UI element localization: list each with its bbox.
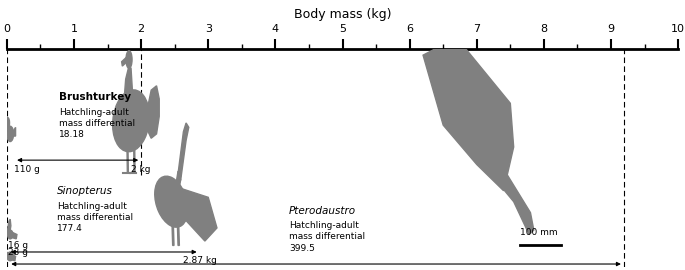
Polygon shape bbox=[177, 171, 181, 184]
Text: Hatchling-adult
mass differential
399.5: Hatchling-adult mass differential 399.5 bbox=[289, 221, 365, 252]
Text: 2 kg: 2 kg bbox=[132, 164, 151, 174]
Polygon shape bbox=[177, 176, 181, 193]
Polygon shape bbox=[423, 38, 514, 191]
Text: Sinopterus: Sinopterus bbox=[57, 186, 113, 196]
Polygon shape bbox=[168, 184, 217, 241]
Polygon shape bbox=[122, 57, 127, 66]
Ellipse shape bbox=[8, 230, 13, 239]
Polygon shape bbox=[177, 123, 189, 184]
Polygon shape bbox=[401, 0, 425, 25]
Polygon shape bbox=[4, 230, 8, 237]
Text: 16 g: 16 g bbox=[8, 241, 28, 250]
Polygon shape bbox=[146, 86, 159, 138]
Polygon shape bbox=[134, 149, 135, 173]
Text: 100 mm: 100 mm bbox=[521, 228, 558, 237]
Text: Pterodaustro: Pterodaustro bbox=[289, 206, 356, 216]
Ellipse shape bbox=[126, 51, 132, 68]
Text: 2.87 kg: 2.87 kg bbox=[183, 256, 216, 265]
Text: Hatchling-adult
mass differential
177.4: Hatchling-adult mass differential 177.4 bbox=[57, 202, 134, 233]
Polygon shape bbox=[3, 254, 8, 259]
Polygon shape bbox=[8, 230, 17, 239]
Polygon shape bbox=[172, 224, 174, 245]
Polygon shape bbox=[127, 149, 128, 173]
Ellipse shape bbox=[7, 126, 14, 141]
Ellipse shape bbox=[112, 90, 149, 152]
Ellipse shape bbox=[7, 252, 14, 261]
Text: 23 g: 23 g bbox=[8, 248, 28, 258]
Text: Hatchling-adult
mass differential
18.18: Hatchling-adult mass differential 18.18 bbox=[59, 108, 136, 139]
Polygon shape bbox=[177, 224, 179, 245]
Polygon shape bbox=[13, 127, 16, 136]
Text: Brushturkey: Brushturkey bbox=[59, 92, 132, 102]
Polygon shape bbox=[8, 219, 11, 230]
Polygon shape bbox=[422, 11, 466, 99]
Ellipse shape bbox=[464, 84, 503, 157]
Polygon shape bbox=[124, 68, 132, 97]
X-axis label: Body mass (kg): Body mass (kg) bbox=[294, 8, 391, 21]
Ellipse shape bbox=[5, 117, 10, 129]
Polygon shape bbox=[6, 252, 16, 261]
Text: 110 g: 110 g bbox=[14, 164, 40, 174]
Polygon shape bbox=[490, 158, 534, 234]
Ellipse shape bbox=[155, 176, 188, 227]
